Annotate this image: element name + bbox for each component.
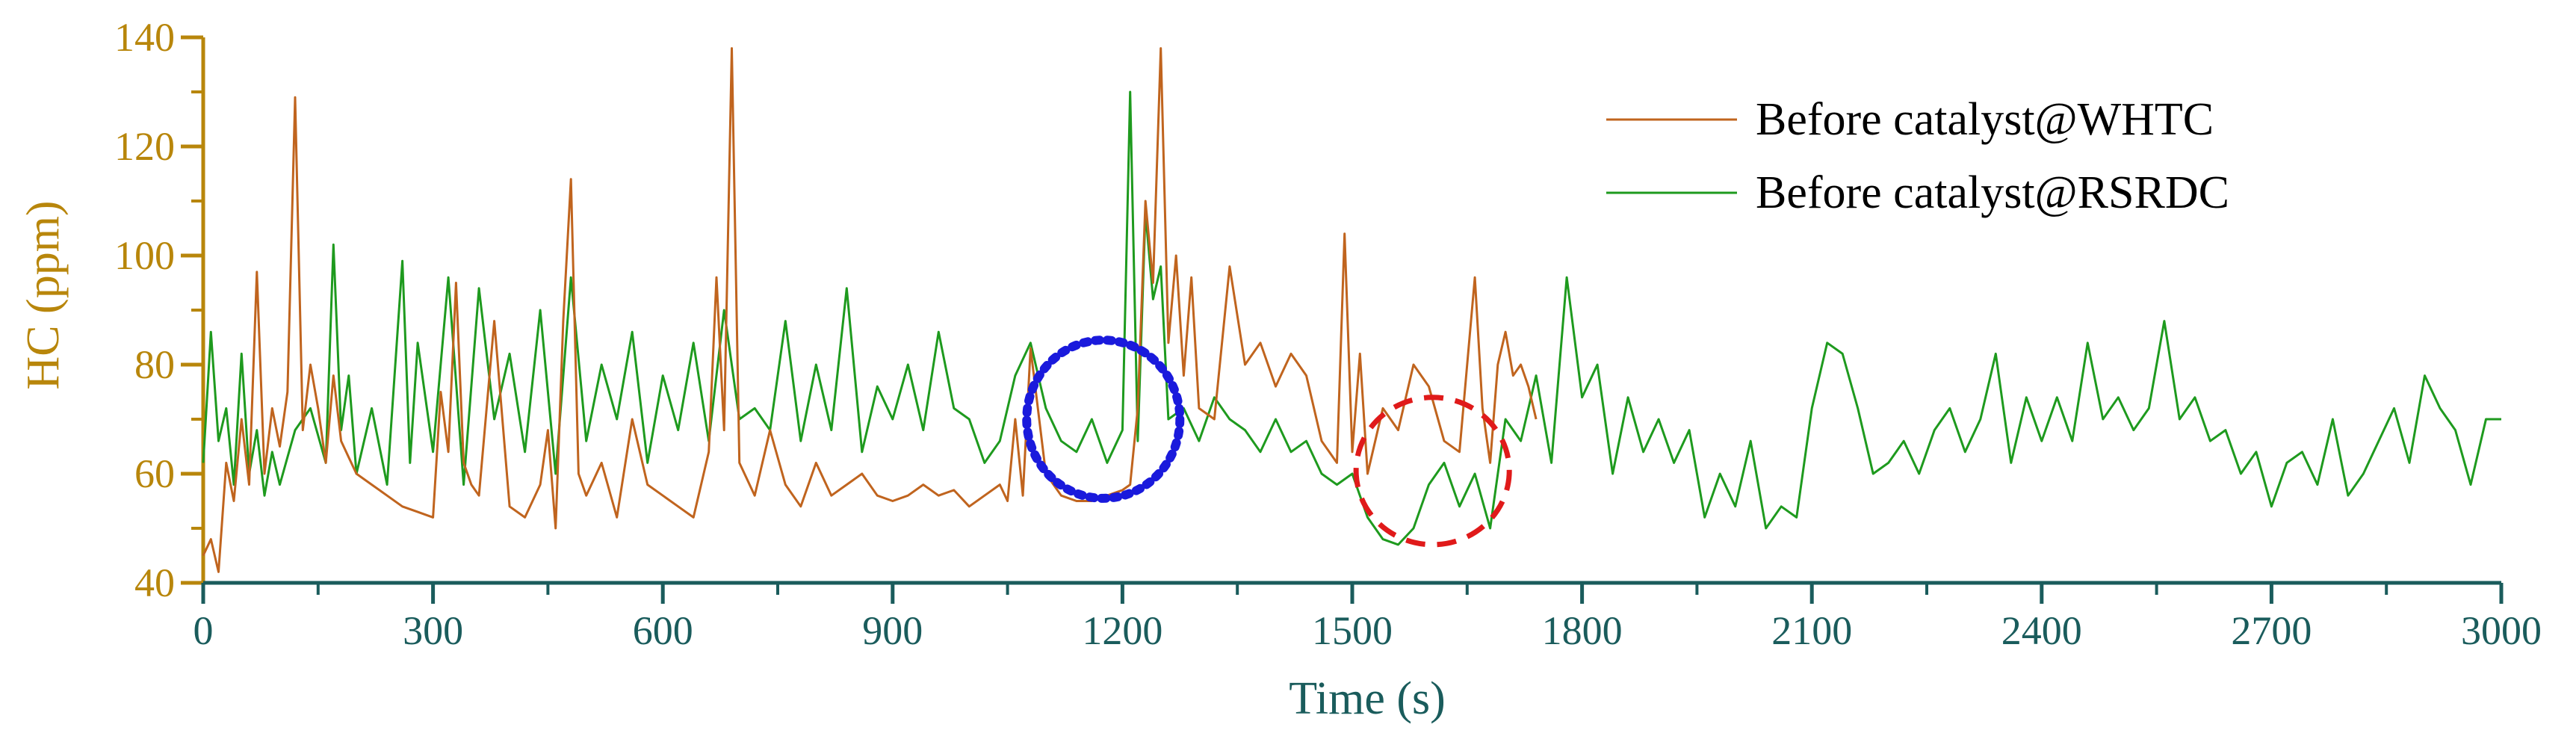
x-tick-label: 2400	[2001, 608, 2082, 653]
x-tick-label: 1200	[1082, 608, 1162, 653]
legend: Before catalyst@WHTC Before catalyst@RSR…	[1606, 94, 2229, 218]
y-tick-label: 80	[134, 342, 175, 387]
x-tick-label: 0	[193, 608, 214, 653]
series-line-rsrdc	[202, 90, 2501, 546]
y-tick-label: 40	[134, 560, 175, 605]
x-tick-label: 900	[862, 608, 923, 653]
y-tick-label: 140	[114, 15, 175, 60]
highlight-ellipse-blue	[1022, 336, 1185, 503]
axes: 40 60 80 100 120 140 0 300 600 900 1200 1500 1800 210…	[114, 15, 2542, 653]
x-tick-label: 2700	[2231, 608, 2312, 653]
legend-label-rsrdc: Before catalyst@RSRDC	[1756, 167, 2229, 218]
x-tick-label: 1800	[1542, 608, 1623, 653]
x-axis-title: Time (s)	[1289, 673, 1446, 724]
x-tick-label: 1500	[1312, 608, 1393, 653]
y-axis-title: HC (ppm)	[18, 200, 69, 389]
x-tick-label: 300	[403, 608, 463, 653]
y-tick-label: 100	[114, 233, 175, 278]
series-line-whtc	[202, 47, 1538, 573]
annotations	[1022, 336, 1512, 548]
highlight-ellipse-red	[1353, 395, 1512, 548]
x-tick-label: 3000	[2461, 608, 2542, 653]
x-tick-label: 600	[633, 608, 693, 653]
x-tick-label: 2100	[1771, 608, 1852, 653]
y-tick-label: 120	[114, 124, 175, 169]
legend-label-whtc: Before catalyst@WHTC	[1756, 94, 2214, 145]
y-tick-label: 60	[134, 451, 175, 496]
series-layer	[202, 47, 2501, 573]
